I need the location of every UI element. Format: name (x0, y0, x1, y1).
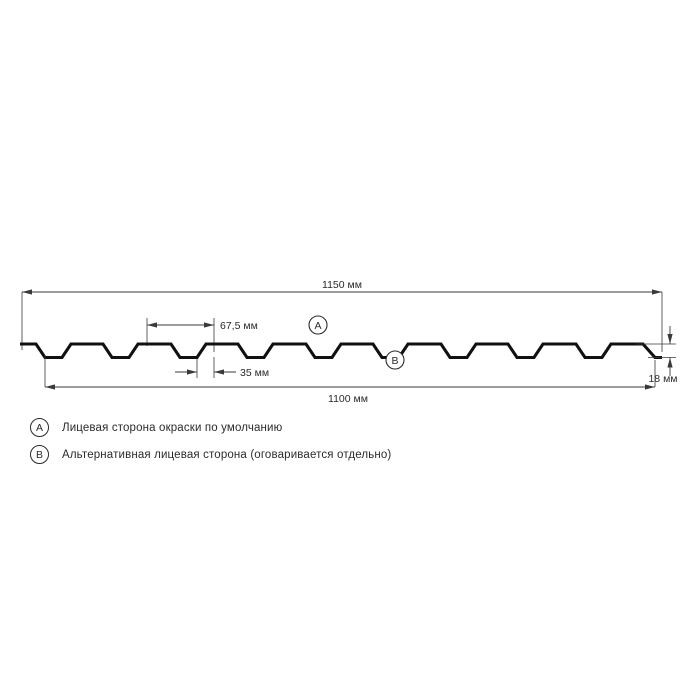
profile-height-dimension: 18 мм (636, 326, 678, 385)
arrowhead-down-icon (667, 334, 673, 344)
callout-a: A (308, 315, 328, 335)
arrowhead-right-icon (204, 322, 214, 328)
callout-b-circle (385, 350, 405, 370)
arrowhead-left-icon (45, 384, 55, 390)
arrowhead-left-icon (214, 369, 224, 375)
arrowhead-right-icon (187, 369, 197, 375)
valley-width-label: 35 мм (240, 367, 269, 379)
profile-polyline (20, 342, 662, 360)
legend-item-a: A Лицевая сторона окраски по умолчанию (30, 414, 650, 441)
legend-badge-a: A (30, 418, 49, 437)
overall-width-dimension: 1150 мм (21, 279, 663, 352)
arrowhead-up-icon (667, 357, 673, 368)
profile-height-label: 18 мм (648, 373, 677, 385)
arrowhead-right-icon (652, 289, 662, 295)
legend-text-a: Лицевая сторона окраски по умолчанию (62, 421, 283, 434)
rib-pitch-label: 67,5 мм (220, 320, 258, 332)
legend-text-b: Альтернативная лицевая сторона (оговарив… (62, 448, 392, 461)
legend-item-b: B Альтернативная лицевая сторона (оговар… (30, 441, 650, 468)
callout-a-circle (308, 315, 328, 335)
arrowhead-left-icon (147, 322, 157, 328)
callout-b: B (385, 350, 405, 370)
legend-badge-b: B (30, 445, 49, 464)
working-width-dimension: 1100 мм (44, 355, 656, 405)
rib-pitch-dimension: 67,5 мм (146, 318, 258, 352)
arrowhead-left-icon (22, 289, 32, 295)
callout-b-label: B (391, 355, 398, 367)
working-width-label: 1100 мм (328, 393, 368, 405)
valley-width-dimension: 35 мм (175, 357, 269, 379)
callout-a-label: A (314, 320, 321, 332)
overall-width-label: 1150 мм (322, 279, 362, 291)
sheet-profile (20, 342, 662, 360)
arrowhead-right-icon (645, 384, 655, 390)
legend: A Лицевая сторона окраски по умолчанию B… (30, 414, 650, 468)
